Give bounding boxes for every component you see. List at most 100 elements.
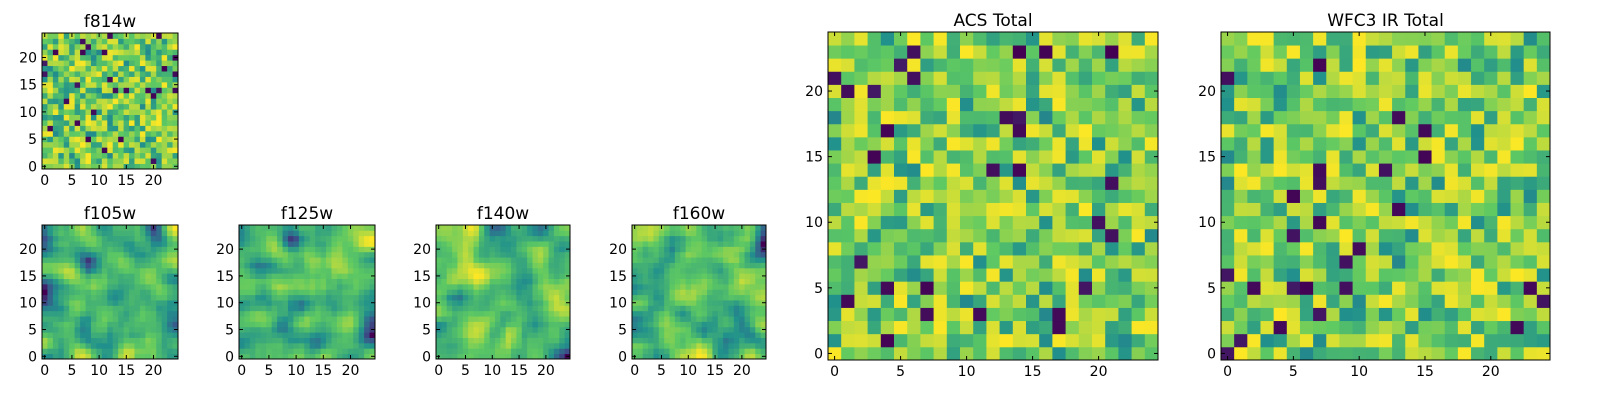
heatmap-cell <box>653 273 660 279</box>
heatmap-cell <box>1092 294 1106 308</box>
heatmap-cell <box>277 230 283 237</box>
heatmap-cell <box>239 262 245 269</box>
heatmap-cell <box>145 257 152 263</box>
heatmap-cell <box>494 300 501 306</box>
heatmap-cell <box>559 321 566 328</box>
heatmap-cell <box>1339 215 1353 230</box>
heatmap-cell <box>1065 163 1080 177</box>
y-tick-label: 15 <box>19 78 37 94</box>
heatmap-cell <box>1092 176 1106 190</box>
heatmap-cell <box>553 289 560 296</box>
heatmap-cell <box>1484 228 1498 243</box>
heatmap-cell <box>326 348 332 355</box>
heatmap-cell <box>564 342 571 349</box>
heatmap-cell <box>369 225 376 231</box>
heatmap-cell <box>1273 346 1288 361</box>
heatmap-cell <box>85 235 92 242</box>
heatmap-cell <box>69 326 76 333</box>
heatmap-cell <box>1510 294 1525 308</box>
heatmap-cell <box>1273 189 1288 203</box>
heatmap-cell <box>63 321 70 328</box>
heatmap-cell <box>129 278 135 285</box>
heatmap-cell <box>69 273 76 279</box>
heatmap-cell <box>664 294 670 301</box>
heatmap-cell <box>537 332 544 338</box>
heatmap-cell <box>336 235 343 242</box>
heatmap-cell <box>733 342 740 349</box>
heatmap-cell <box>249 321 256 328</box>
heatmap-cell <box>266 273 273 279</box>
heatmap-cell <box>946 110 961 125</box>
heatmap-cell <box>358 262 365 269</box>
heatmap-cell <box>960 176 974 190</box>
heatmap-cell <box>733 283 740 290</box>
heatmap-cell <box>854 294 868 308</box>
heatmap-cell <box>260 294 267 301</box>
heatmap-cell <box>1221 241 1235 256</box>
heatmap-cell <box>1378 163 1393 177</box>
heatmap-cell <box>960 163 974 177</box>
heatmap-cell <box>446 230 453 237</box>
heatmap-cell <box>1405 97 1419 112</box>
heatmap-cell <box>129 103 135 110</box>
heatmap-cell <box>1078 241 1093 256</box>
y-tick-label: 15 <box>413 269 431 285</box>
heatmap-cell <box>564 262 571 269</box>
heatmap-cell <box>134 225 141 231</box>
heatmap-cell <box>315 310 321 317</box>
heatmap-cell <box>648 251 654 258</box>
y-tick-label: 15 <box>19 269 37 285</box>
heatmap-cell <box>320 257 327 263</box>
heatmap-cell <box>304 310 311 317</box>
heatmap-cell <box>58 342 65 349</box>
heatmap-cell <box>1418 294 1432 308</box>
heatmap-cell <box>1131 215 1146 230</box>
heatmap-cell <box>457 337 464 344</box>
heatmap-cell <box>342 235 349 242</box>
heatmap-cell <box>1313 110 1327 125</box>
heatmap-cell <box>123 158 130 164</box>
heatmap-cell <box>696 257 703 263</box>
heatmap-cell <box>760 332 767 338</box>
heatmap-cell <box>1078 84 1093 98</box>
heatmap-cell <box>658 267 665 274</box>
y-tick-label: 5 <box>618 323 627 339</box>
heatmap-cell <box>161 305 168 312</box>
heatmap-cell <box>880 136 895 151</box>
heatmap-cell <box>1131 241 1146 256</box>
heatmap-cell <box>156 342 163 349</box>
heatmap-cell <box>277 241 283 247</box>
heatmap-cell <box>543 235 549 242</box>
heatmap-cell <box>1012 333 1027 348</box>
heatmap-cell <box>559 305 566 312</box>
heatmap-cell <box>543 337 549 344</box>
heatmap-cell <box>107 60 114 67</box>
heatmap-cell <box>690 262 697 269</box>
heatmap-cell <box>167 225 173 231</box>
heatmap-cell <box>658 257 665 263</box>
heatmap-cell <box>1510 202 1525 217</box>
heatmap-cell <box>564 225 571 231</box>
heatmap-cell <box>58 305 65 312</box>
heatmap-cell <box>1026 97 1040 112</box>
heatmap-cell <box>946 281 961 295</box>
heatmap-cell <box>749 300 756 306</box>
heatmap-cell <box>733 337 740 344</box>
heatmap-cell <box>90 81 97 88</box>
heatmap-cell <box>1326 241 1340 256</box>
heatmap-cell <box>139 278 146 285</box>
heatmap-cell <box>172 316 179 322</box>
heatmap-cell <box>336 289 343 296</box>
heatmap-cell <box>696 278 703 285</box>
heatmap-cell <box>532 310 539 317</box>
heatmap-cell <box>696 326 703 333</box>
heatmap-cell <box>249 262 256 269</box>
heatmap-cell <box>1221 97 1235 112</box>
heatmap-cell <box>277 283 283 290</box>
heatmap-cell <box>315 241 321 247</box>
heatmap-cell <box>1144 320 1159 335</box>
heatmap-cell <box>1378 71 1393 85</box>
heatmap-cell <box>172 337 179 344</box>
heatmap-cell <box>239 310 245 317</box>
heatmap-cell <box>749 278 756 285</box>
